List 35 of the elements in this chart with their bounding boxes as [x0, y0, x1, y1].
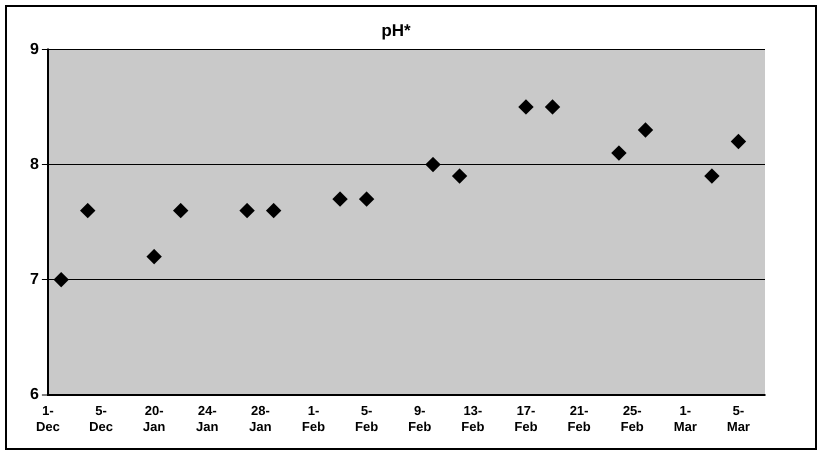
- x-tick-label: 21-Feb: [568, 403, 591, 434]
- point: [452, 168, 468, 184]
- chart-title: pH*: [381, 20, 412, 40]
- x-tick-label: 5-Mar: [726, 403, 750, 434]
- y-tick-label: 7: [30, 271, 39, 288]
- y-tick-label: 8: [30, 156, 39, 173]
- point: [704, 168, 720, 184]
- x-tick-label: 1-Mar: [674, 403, 697, 434]
- y-tick-label: 9: [30, 40, 39, 58]
- point: [146, 249, 162, 264]
- x-tick-label: 1-Feb: [302, 403, 326, 434]
- point: [611, 146, 626, 161]
- x-tick-label: 24-Jan: [196, 403, 219, 434]
- x-tick-label: 28-Jan: [249, 403, 272, 434]
- point: [332, 192, 348, 207]
- x-tick-label: 1-Dec: [36, 403, 60, 434]
- y-tick-label: 6: [30, 386, 39, 404]
- point: [518, 99, 534, 114]
- x-tick-label: 17-Feb: [514, 403, 538, 434]
- point: [240, 203, 255, 218]
- x-tick-label: 5-Dec: [89, 403, 113, 434]
- x-tick-label: 25-Feb: [620, 403, 644, 434]
- x-tick-label: 9-Feb: [408, 403, 432, 434]
- point: [730, 134, 746, 150]
- point: [54, 272, 69, 288]
- point: [359, 192, 374, 207]
- x-tick-label: 20-Jan: [142, 403, 166, 434]
- point: [638, 122, 653, 138]
- x-tick-label: 13-Feb: [461, 403, 484, 434]
- point: [426, 157, 441, 172]
- point: [545, 99, 560, 114]
- x-tick-label: 5-Feb: [355, 403, 378, 434]
- point: [173, 203, 188, 218]
- point: [80, 203, 96, 218]
- point: [266, 203, 282, 218]
